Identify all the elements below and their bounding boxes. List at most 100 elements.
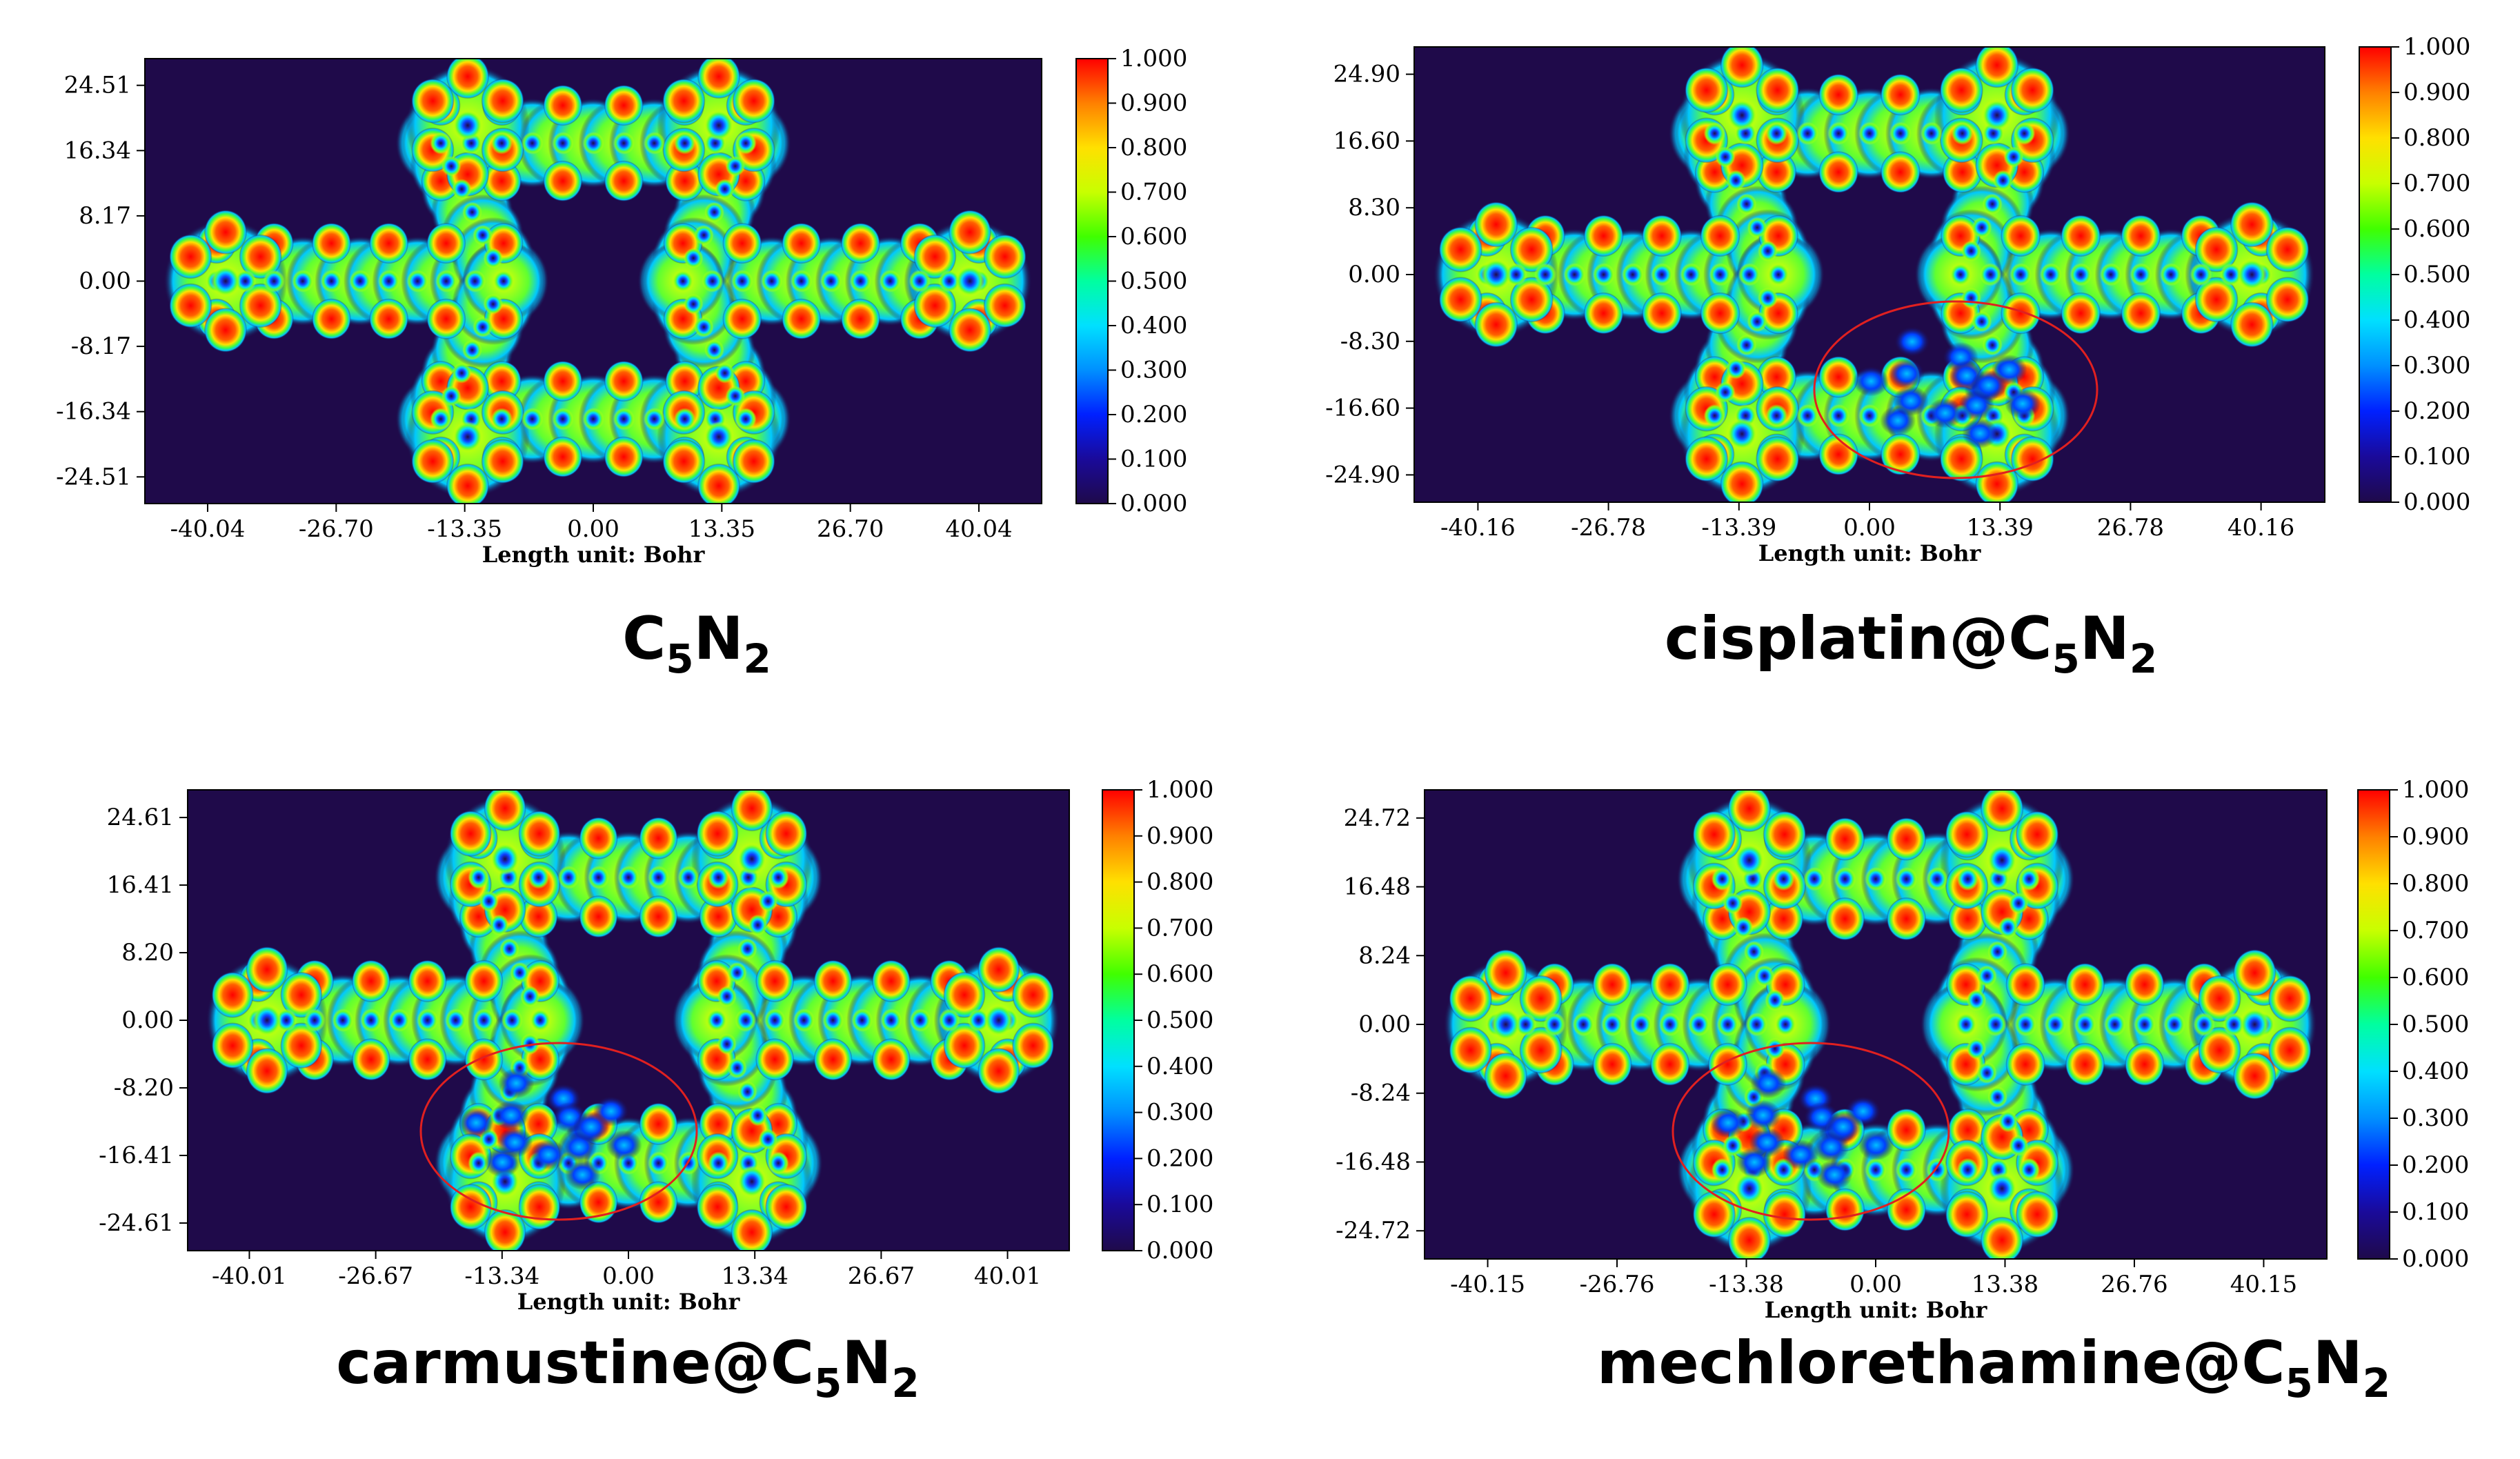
y-tick-label: 24.72 [1344, 804, 1411, 832]
elf-lone-pair [1642, 292, 1683, 335]
elf-lone-pair [2194, 226, 2239, 272]
drug-elf-blob [493, 1100, 529, 1131]
elf-core [1514, 1012, 1537, 1037]
elf-core [2190, 263, 2212, 286]
elf-core [694, 225, 714, 246]
elf-core [2008, 1135, 2029, 1157]
highlight-ellipse [419, 1042, 698, 1221]
colorbar-tick-label: 0.300 [2402, 1104, 2469, 1132]
y-tick-label: -24.51 [56, 463, 131, 490]
colorbar [1102, 789, 1135, 1251]
elf-core [694, 317, 714, 337]
elf-core [1998, 916, 2018, 939]
elf-core [851, 1009, 873, 1032]
elf-lone-pair [1939, 67, 1984, 113]
drug-elf-blob [497, 1127, 533, 1158]
elf-core [483, 248, 504, 269]
elf-core [2018, 1159, 2039, 1181]
elf-core [1765, 404, 1788, 428]
elf-lone-pair [351, 960, 390, 1003]
colorbar-tick-label: 0.100 [2403, 443, 2470, 470]
elf-lone-pair [765, 1183, 808, 1231]
elf-core [406, 270, 428, 292]
x-tick-label: 0.00 [567, 515, 619, 543]
colorbar-tick-label: 0.700 [2402, 917, 2469, 944]
elf-lone-pair [2197, 975, 2241, 1022]
elf-core [725, 386, 746, 406]
y-tick-label: 24.61 [107, 804, 174, 831]
colorbar-tick-label: 0.900 [1120, 90, 1187, 117]
elf-lone-pair [840, 222, 880, 264]
y-tick-label: -16.60 [1325, 395, 1400, 422]
elf-core [349, 270, 371, 292]
elf-core [2163, 1012, 2185, 1037]
elf-core [1982, 193, 2003, 215]
elf-lone-pair [484, 1209, 526, 1251]
elf-core [1966, 989, 1987, 1011]
elf-lone-pair [2061, 292, 2101, 335]
elf-lone-pair [1519, 1026, 1563, 1074]
elf-core [530, 1009, 550, 1031]
drug-elf-blob [1894, 326, 1930, 357]
elf-core [1736, 193, 1757, 215]
elf-core [1987, 940, 2007, 963]
elf-core [1982, 99, 2012, 131]
elf-lone-pair [699, 895, 738, 938]
elf-core [1827, 404, 1850, 428]
elf-core [715, 179, 735, 200]
elf-core [1723, 892, 1743, 914]
elf-lone-pair [2010, 67, 2054, 113]
caption-subscript: 2 [2363, 1360, 2390, 1407]
elf-lone-pair [604, 360, 644, 402]
elf-lone-pair [2268, 1026, 2312, 1074]
elf-core [582, 132, 604, 155]
colorbar-tick-label: 0.500 [2403, 261, 2470, 288]
elf-lone-pair [2265, 226, 2310, 272]
elf-panel-3: 24.61 16.41 8.20 0.00 -8.20 -16.41 -24.61 -40.0… [99, 776, 1213, 1407]
elf-lone-pair [446, 59, 490, 99]
elf-core [1621, 263, 1644, 286]
colorbar-tick-label: 1.000 [1120, 45, 1187, 72]
elf-core [520, 986, 540, 1007]
y-tick-label: -16.41 [99, 1142, 174, 1169]
drug-elf-blob [458, 1107, 495, 1138]
elf-core [1895, 866, 1918, 891]
elf-lone-pair [369, 222, 409, 264]
elf-lone-pair [943, 1022, 986, 1069]
caption-subscript: 5 [2285, 1360, 2312, 1407]
elf-map [1443, 790, 2317, 1259]
elf-core [234, 270, 257, 292]
elf-lone-pair [1886, 1188, 1927, 1232]
colorbar-tick-label: 0.200 [1120, 401, 1187, 428]
elf-lone-pair [722, 222, 762, 264]
elf-lone-pair [1707, 962, 1748, 1006]
x-tick-label: 0.00 [1849, 1271, 1902, 1298]
colorbar-tick-label: 0.400 [1147, 1053, 1213, 1080]
elf-core [1765, 989, 1785, 1011]
elf-core [1987, 1086, 2007, 1109]
elf-core [210, 266, 241, 297]
elf-lone-pair [579, 817, 618, 860]
elf-core [704, 339, 724, 361]
elf-lone-pair [1692, 811, 1736, 858]
elf-lone-pair [813, 960, 853, 1003]
elf-core [1727, 99, 1757, 131]
elf-core [2014, 1012, 2036, 1037]
elf-core [453, 110, 483, 141]
drug-elf-blob [1892, 386, 1929, 417]
x-tick-label: 40.15 [2230, 1271, 2297, 1298]
colorbar-tick-label: 0.300 [1147, 1099, 1213, 1126]
elf-core [717, 986, 737, 1007]
elf-map [206, 790, 1060, 1251]
elf-core [377, 270, 400, 292]
elf-lone-pair [840, 298, 880, 340]
elf-core [702, 270, 724, 292]
elf-core [1956, 1158, 1979, 1182]
elf-lone-pair [579, 895, 618, 938]
elf-core [760, 270, 783, 292]
elf-lone-pair [1880, 73, 1921, 116]
elf-core [304, 1009, 326, 1032]
drug-elf-blob [2005, 388, 2041, 419]
elf-lone-pair [2061, 215, 2101, 257]
